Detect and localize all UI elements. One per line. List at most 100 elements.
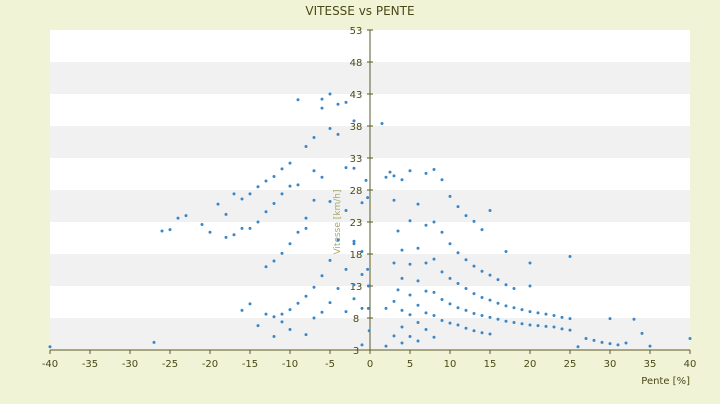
- data-point: [288, 308, 292, 312]
- data-point: [496, 278, 500, 282]
- y-tick-label: 38: [350, 122, 363, 133]
- data-point: [512, 320, 516, 324]
- data-point: [464, 326, 468, 330]
- data-point: [392, 334, 396, 338]
- data-point: [544, 324, 548, 328]
- data-point: [560, 327, 564, 331]
- y-tick-label: 18: [350, 250, 363, 261]
- data-point: [600, 340, 604, 344]
- data-point: [384, 306, 388, 310]
- y-axis-label: Vitesse [km/h]: [333, 189, 343, 254]
- data-point: [176, 216, 180, 220]
- data-point: [424, 328, 428, 332]
- data-point: [616, 343, 620, 347]
- data-point: [304, 226, 308, 230]
- data-point: [400, 341, 404, 345]
- data-point: [432, 290, 436, 294]
- data-point: [328, 127, 332, 131]
- data-point: [264, 312, 268, 316]
- data-point: [388, 170, 392, 174]
- data-point: [528, 310, 532, 314]
- data-point: [456, 323, 460, 327]
- data-point: [48, 345, 52, 349]
- data-point: [216, 202, 220, 206]
- data-point: [432, 257, 436, 261]
- data-point: [416, 303, 420, 307]
- x-tick-label: 40: [684, 359, 697, 370]
- data-point: [288, 184, 292, 188]
- data-point: [264, 210, 268, 214]
- data-point: [367, 329, 371, 333]
- data-point: [432, 220, 436, 224]
- x-tick-label: 25: [564, 359, 577, 370]
- data-point: [288, 242, 292, 246]
- data-point: [224, 212, 228, 216]
- data-point: [488, 208, 492, 212]
- x-tick-label: -25: [162, 359, 178, 370]
- data-point: [488, 273, 492, 277]
- data-point: [366, 267, 370, 271]
- data-point: [320, 310, 324, 314]
- data-point: [408, 335, 412, 339]
- data-point: [504, 283, 508, 287]
- data-point: [640, 331, 644, 335]
- data-point: [360, 201, 364, 205]
- data-point: [456, 205, 460, 209]
- data-point: [168, 228, 172, 232]
- data-point: [504, 319, 508, 323]
- data-point: [488, 315, 492, 319]
- data-point: [504, 249, 508, 253]
- data-point: [608, 317, 612, 321]
- data-point: [424, 171, 428, 175]
- data-point: [288, 161, 292, 165]
- data-point: [312, 285, 316, 289]
- data-point: [480, 313, 484, 317]
- x-axis-label: Pente [%]: [641, 376, 690, 387]
- data-point: [280, 251, 284, 255]
- data-point: [280, 320, 284, 324]
- data-point: [400, 325, 404, 329]
- data-point: [328, 92, 332, 96]
- x-tick-label: -35: [82, 359, 98, 370]
- data-point: [448, 302, 452, 306]
- data-point: [432, 168, 436, 172]
- data-point: [456, 251, 460, 255]
- data-point: [352, 166, 356, 170]
- data-point: [224, 235, 228, 239]
- data-point: [424, 261, 428, 265]
- data-point: [264, 179, 268, 183]
- data-point: [396, 288, 400, 292]
- data-point: [480, 228, 484, 232]
- axes: [49, 29, 691, 354]
- data-point: [456, 281, 460, 285]
- data-point: [256, 324, 260, 328]
- data-point: [416, 320, 420, 324]
- data-point: [632, 317, 636, 321]
- data-point: [448, 276, 452, 280]
- data-point: [408, 219, 412, 223]
- data-point: [568, 317, 572, 321]
- data-point: [240, 308, 244, 312]
- data-point: [424, 289, 428, 293]
- data-point: [344, 166, 348, 170]
- data-point: [464, 214, 468, 218]
- data-point: [280, 312, 284, 316]
- data-point: [328, 301, 332, 305]
- data-point: [240, 197, 244, 201]
- data-point: [528, 261, 532, 265]
- data-point: [488, 332, 492, 336]
- data-point: [432, 335, 436, 339]
- data-point: [328, 258, 332, 262]
- data-point: [504, 304, 508, 308]
- data-point: [648, 344, 652, 348]
- data-point: [336, 238, 340, 242]
- data-point: [360, 249, 364, 253]
- data-point: [448, 242, 452, 246]
- data-point: [536, 311, 540, 315]
- data-point: [400, 248, 404, 252]
- data-point: [366, 196, 370, 200]
- x-tick-label: 20: [524, 359, 537, 370]
- y-tick-label: 48: [350, 58, 363, 69]
